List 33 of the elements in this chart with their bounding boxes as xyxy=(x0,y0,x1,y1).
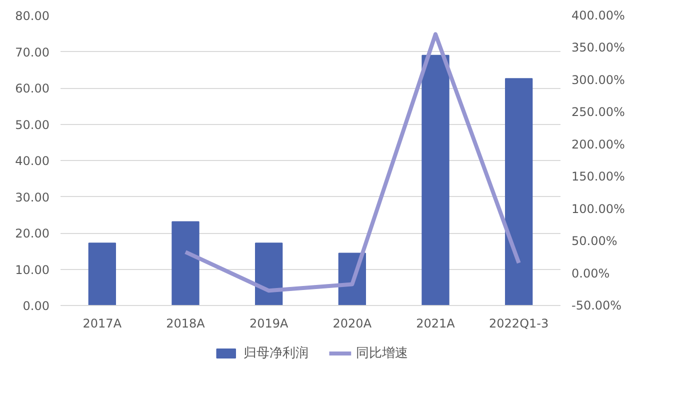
y2-tick-label: 150.00% xyxy=(572,170,625,184)
y2-tick-label: 300.00% xyxy=(572,72,625,87)
legend-label: 归母净利润 xyxy=(243,346,308,361)
x-tick-label: 2021A xyxy=(416,316,456,330)
x-tick-label: 2018A xyxy=(166,316,206,330)
y2-tick-label: 250.00% xyxy=(572,105,625,120)
bar xyxy=(255,242,283,306)
x-tick-label: 2019A xyxy=(249,316,289,330)
y2-tick-label: -50.00% xyxy=(572,298,622,312)
y-tick-label: 80.00 xyxy=(15,9,50,23)
y2-tick-label: 100.00% xyxy=(572,202,625,216)
line-series xyxy=(184,32,521,293)
bar xyxy=(172,221,200,306)
legend-label: 同比增速 xyxy=(356,346,408,361)
y-tick-label: 0.00 xyxy=(22,299,50,313)
x-tick-label: 2022Q1-3 xyxy=(489,316,549,330)
bar xyxy=(88,242,116,306)
y-tick-label: 40.00 xyxy=(15,154,50,168)
y2-tick-label: 200.00% xyxy=(572,137,625,152)
bar xyxy=(422,54,450,306)
y-tick-label: 50.00 xyxy=(15,118,50,132)
x-tick-label: 2020A xyxy=(332,316,372,330)
y-tick-label: 70.00 xyxy=(15,45,50,60)
y2-tick-label: 50.00% xyxy=(572,234,618,248)
y-tick-label: 30.00 xyxy=(15,190,50,204)
y-tick-label: 20.00 xyxy=(15,226,50,240)
y2-tick-label: 350.00% xyxy=(572,40,625,55)
x-tick-label: 2017A xyxy=(82,316,122,330)
y-tick-label: 10.00 xyxy=(15,262,50,277)
bar xyxy=(505,78,533,306)
y2-tick-label: 400.00% xyxy=(572,8,625,22)
y2-tick-label: 0.00% xyxy=(572,266,610,280)
y-tick-label: 60.00 xyxy=(15,82,50,96)
